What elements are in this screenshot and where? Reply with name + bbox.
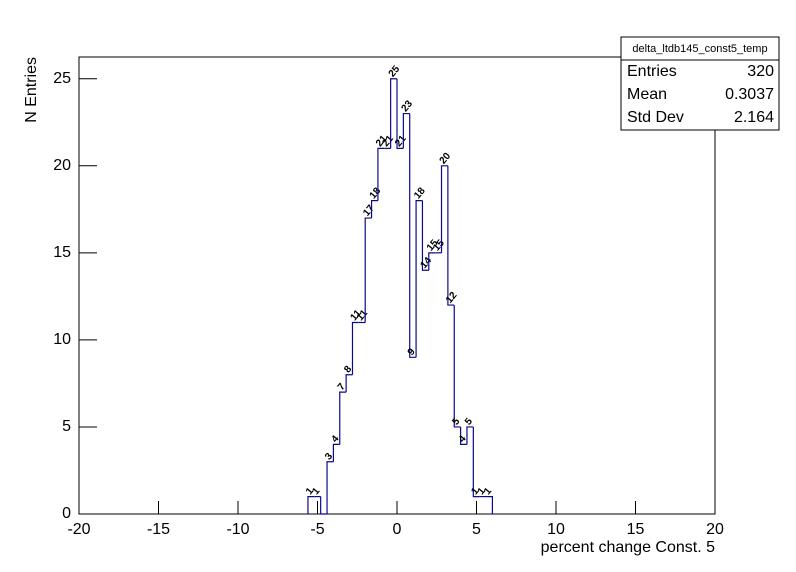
- histogram-bin: [486, 495, 493, 514]
- x-tick-label: -15: [147, 521, 170, 538]
- histogram-bin: [447, 165, 455, 306]
- y-tick-label: 0: [62, 505, 71, 522]
- stats-value: 0.3037: [725, 86, 774, 103]
- histogram-bin: [428, 252, 436, 271]
- histogram-bin: [339, 391, 347, 445]
- x-tick-label: 15: [627, 521, 645, 538]
- histogram-bin: [466, 426, 474, 445]
- y-tick-label: 5: [62, 418, 71, 435]
- stats-label: Entries: [627, 63, 677, 80]
- histogram-bin: [370, 200, 378, 219]
- y-tick-label: 20: [53, 157, 71, 174]
- data-label: 1: [476, 486, 488, 498]
- stats-label: Std Dev: [627, 109, 684, 126]
- y-tick-label: 25: [53, 70, 71, 87]
- histogram-bin: [345, 374, 353, 393]
- histogram-bin: [409, 113, 417, 358]
- data-label: 4: [329, 433, 341, 445]
- stats-value: 320: [747, 63, 774, 80]
- stats-label: Mean: [627, 86, 667, 103]
- histogram-bin: [320, 496, 328, 515]
- x-axis-label: percent change Const. 5: [541, 539, 715, 556]
- histogram-bin: [402, 112, 410, 149]
- data-label: 3: [323, 451, 335, 463]
- histogram-bin: [377, 147, 385, 201]
- data-label: 9: [406, 346, 418, 358]
- x-tick-label: -10: [226, 521, 249, 538]
- data-label: 1: [310, 486, 322, 498]
- x-tick-label: -5: [310, 521, 324, 538]
- histogram-bin: [440, 165, 448, 253]
- histogram-bin: [453, 305, 461, 428]
- histogram-bin: [351, 321, 359, 375]
- x-tick-label: 10: [547, 521, 565, 538]
- data-label: 4: [457, 433, 469, 445]
- x-tick-label: 0: [393, 521, 402, 538]
- data-label: 7: [336, 381, 348, 393]
- x-tick-label: 5: [472, 521, 481, 538]
- stats-box: [620, 36, 780, 131]
- x-tick-label: -20: [67, 521, 90, 538]
- histogram-bin: [390, 78, 397, 149]
- histogram-bin: [396, 78, 404, 149]
- x-tick-label: 20: [706, 521, 724, 538]
- histogram-bin: [307, 495, 315, 514]
- stats-value: 2.164: [734, 109, 774, 126]
- histogram-bin: [421, 200, 429, 271]
- data-label: 5: [450, 416, 462, 428]
- y-axis-label: N Entries: [23, 57, 40, 123]
- y-tick-label: 15: [53, 244, 71, 261]
- data-label: 1: [482, 486, 494, 498]
- histogram-bin: [472, 426, 480, 498]
- histogram-bin: [332, 443, 340, 462]
- data-label: 5: [463, 416, 475, 428]
- histogram-bin: [460, 426, 467, 445]
- stats-title: delta_ltdb145_const5_temp: [632, 43, 767, 55]
- data-label: 1: [469, 486, 481, 498]
- y-tick-label: 10: [53, 331, 71, 348]
- histogram-bin: [415, 200, 423, 358]
- histogram-bin: [326, 461, 334, 514]
- data-label: 1: [304, 486, 316, 498]
- histogram-bin: [364, 217, 372, 323]
- data-label: 8: [342, 364, 354, 376]
